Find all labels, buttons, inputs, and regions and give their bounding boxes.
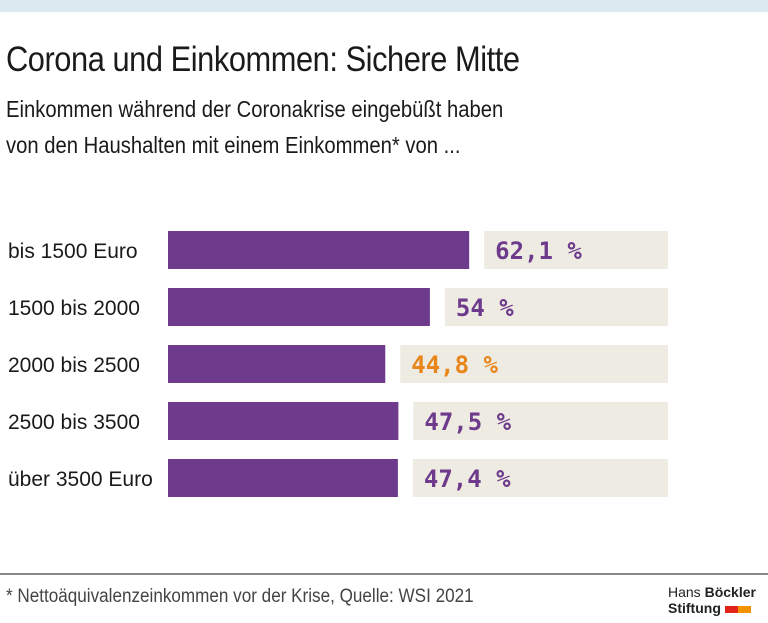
value-label-bg [412,459,668,497]
bar [168,345,386,383]
footer-divider [0,573,768,575]
footnote: * Nettoäquivalenzeinkommen vor der Krise… [6,586,474,607]
bar-chart: bis 1500 Euro 62,1 % 1500 bis 2000 54 % 2000… [8,231,668,497]
value-label-bg [484,231,668,269]
category-label: 2000 bis 2500 [8,354,140,377]
bar [168,288,430,326]
category-label: 2500 bis 3500 [8,411,140,434]
bar [168,402,399,440]
value-label: 47,4 % [424,465,511,493]
value-label-bg [444,288,668,326]
value-label-bg [400,345,668,383]
value-label: 44,8 % [411,351,498,379]
category-label: bis 1500 Euro [8,240,138,263]
top-strip [0,0,768,12]
category-label: über 3500 Euro [8,468,153,491]
value-label: 62,1 % [495,237,582,265]
subtitle-line-1: Einkommen während der Coronakrise eingeb… [6,96,504,122]
chart-title: Corona und Einkommen: Sichere Mitte [6,40,520,79]
category-label: 1500 bis 2000 [8,297,140,320]
value-label: 54 % [456,294,514,322]
value-label: 47,5 % [424,408,511,436]
bar [168,231,470,269]
logo: Hans Böckler Stiftung [668,584,756,616]
value-label-bg [413,402,668,440]
bar [168,459,398,497]
subtitle-line-2: von den Haushalten mit einem Einkommen* … [6,132,461,158]
